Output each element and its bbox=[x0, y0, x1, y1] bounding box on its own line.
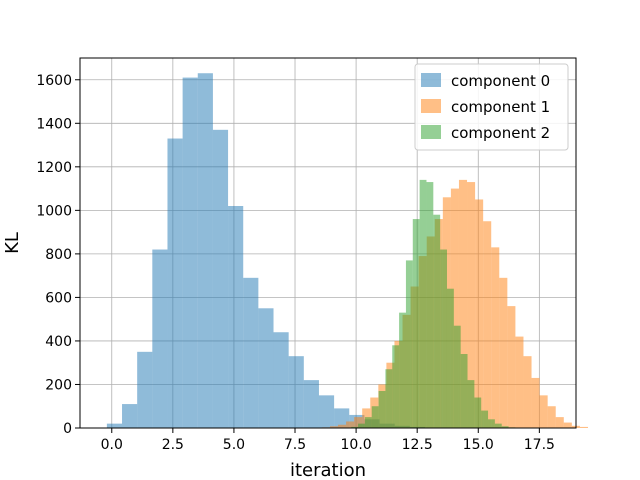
histogram-bars bbox=[106, 73, 588, 429]
histogram-bar-component-1 bbox=[491, 247, 500, 428]
histogram-bar-component-2 bbox=[426, 182, 434, 428]
y-tick-label: 600 bbox=[45, 290, 72, 306]
histogram-bar-component-1 bbox=[475, 199, 484, 428]
histogram-bar-component-2 bbox=[494, 423, 502, 428]
histogram-bar-component-0 bbox=[167, 138, 183, 428]
histogram-bar-component-1 bbox=[515, 336, 524, 428]
histogram-bar-component-0 bbox=[288, 356, 304, 428]
x-tick-label: 5.0 bbox=[223, 437, 245, 453]
histogram-bar-component-2 bbox=[405, 260, 413, 428]
histogram-bar-component-0 bbox=[228, 206, 244, 428]
y-tick-label: 800 bbox=[45, 247, 72, 263]
histogram-bar-component-1 bbox=[346, 421, 355, 428]
histogram-bar-component-1 bbox=[507, 306, 516, 428]
legend-swatch-component-0 bbox=[421, 73, 441, 87]
histogram-bar-component-0 bbox=[212, 129, 229, 428]
histogram-bar-component-0 bbox=[182, 77, 198, 429]
histogram-bar-component-2 bbox=[481, 410, 489, 428]
histogram-bar-component-2 bbox=[488, 419, 495, 428]
y-tick-label: 200 bbox=[45, 377, 72, 393]
x-axis-title: iteration bbox=[290, 460, 366, 480]
histogram-bar-component-2 bbox=[433, 214, 441, 428]
axis-ticks: 0.0 2.5 5.0 7.5 10.0 12.5 15.0 17.5 0 200 400 600 80… bbox=[36, 73, 555, 453]
histogram-bar-component-2 bbox=[446, 288, 454, 428]
histogram-bar-component-2 bbox=[378, 391, 386, 428]
y-tick-label: 1400 bbox=[36, 116, 72, 132]
histogram-bar-component-2 bbox=[371, 406, 379, 428]
histogram-bar-component-0 bbox=[152, 249, 168, 428]
histogram-bar-component-0 bbox=[334, 408, 350, 428]
x-tick-label: 7.5 bbox=[284, 437, 306, 453]
plot-frame bbox=[79, 57, 577, 429]
histogram-bar-component-1 bbox=[499, 277, 508, 428]
histogram-bar-component-1 bbox=[450, 188, 459, 428]
legend-label-component-1: component 1 bbox=[451, 98, 550, 116]
histogram-bar-component-1 bbox=[329, 426, 339, 428]
histogram-bar-component-0 bbox=[106, 423, 123, 428]
histogram-bar-component-1 bbox=[579, 426, 588, 428]
x-tick-label: 12.5 bbox=[402, 437, 433, 453]
histogram-bar-component-0 bbox=[273, 332, 289, 428]
histogram-bar-component-1 bbox=[555, 417, 564, 428]
histogram-bar-component-1 bbox=[483, 221, 492, 428]
histogram-bar-component-2 bbox=[474, 397, 482, 428]
legend-swatch-component-2 bbox=[421, 125, 441, 139]
x-tick-label: 0.0 bbox=[101, 437, 123, 453]
histogram-bar-component-1 bbox=[458, 179, 468, 428]
legend-label-component-2: component 2 bbox=[451, 124, 550, 142]
y-tick-label: 1000 bbox=[36, 203, 72, 219]
histogram-bar-component-2 bbox=[385, 369, 393, 428]
histogram-bar-component-2 bbox=[467, 380, 475, 428]
legend: component 0 component 1 component 2 bbox=[414, 63, 569, 151]
histogram-bar-component-2 bbox=[460, 354, 468, 428]
histogram-bar-component-2 bbox=[501, 426, 509, 428]
histogram-bar-component-0 bbox=[137, 351, 153, 428]
y-tick-label: 1600 bbox=[36, 73, 72, 89]
x-tick-label: 10.0 bbox=[341, 437, 372, 453]
histogram-bar-component-2 bbox=[453, 325, 461, 428]
histogram-bar-component-0 bbox=[303, 380, 319, 428]
legend-swatch-component-1 bbox=[421, 99, 441, 113]
histogram-bar-component-1 bbox=[338, 424, 347, 428]
histogram-bar-component-1 bbox=[354, 417, 363, 428]
histogram-bar-component-2 bbox=[358, 423, 365, 428]
histogram-bar-component-2 bbox=[351, 426, 359, 428]
histogram-bar-component-2 bbox=[392, 345, 400, 428]
histogram-bar-component-2 bbox=[419, 179, 427, 428]
x-tick-label: 17.5 bbox=[524, 437, 555, 453]
y-tick-label: 0 bbox=[63, 421, 72, 437]
x-tick-label: 15.0 bbox=[463, 437, 494, 453]
histogram-bar-component-0 bbox=[318, 395, 335, 428]
histogram-bar-component-2 bbox=[440, 249, 447, 428]
legend-label-component-0: component 0 bbox=[451, 72, 550, 90]
y-tick-label: 400 bbox=[45, 334, 72, 350]
histogram-bar-component-2 bbox=[364, 417, 372, 428]
histogram-bar-component-1 bbox=[467, 182, 476, 428]
histogram-bar-component-0 bbox=[197, 73, 213, 428]
x-tick-label: 2.5 bbox=[162, 437, 184, 453]
histogram-bar-component-2 bbox=[412, 219, 420, 428]
histogram-bar-component-1 bbox=[539, 395, 548, 428]
y-tick-label: 1200 bbox=[36, 160, 72, 176]
histogram-bar-component-2 bbox=[399, 312, 406, 428]
histogram-bar-component-1 bbox=[547, 406, 556, 428]
histogram-bar-component-1 bbox=[523, 356, 532, 428]
histogram-bar-component-0 bbox=[243, 277, 259, 428]
y-axis-title: KL bbox=[2, 232, 23, 254]
histogram-bar-component-0 bbox=[258, 308, 274, 428]
histogram-bar-component-1 bbox=[531, 377, 540, 428]
legend-box bbox=[414, 63, 569, 151]
histogram-bar-component-1 bbox=[563, 422, 572, 428]
histogram-bar-component-0 bbox=[122, 404, 138, 428]
